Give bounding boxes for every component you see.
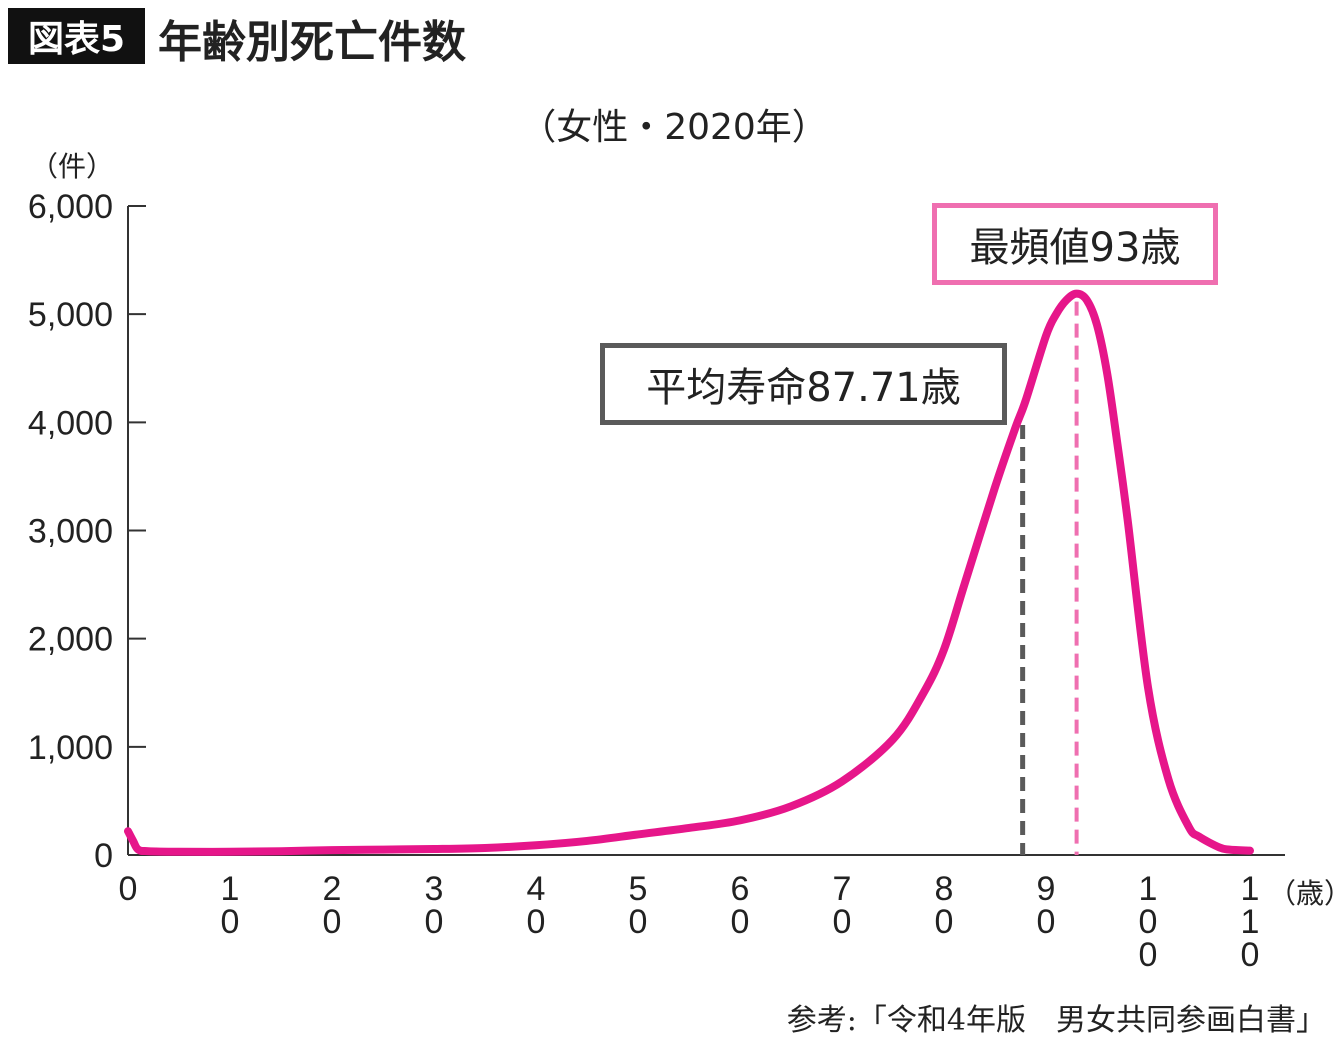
y-tick-label: 4,000 xyxy=(28,404,113,442)
x-axis-label: （歳） xyxy=(1268,877,1340,910)
chart-subtitle: （女性・2020年） xyxy=(520,107,828,148)
y-tick-label: 1,000 xyxy=(28,729,113,767)
source-note: 参考:「令和4年版 男女共同参画白書」 xyxy=(786,1003,1326,1038)
y-tick-label: 2,000 xyxy=(28,621,113,659)
y-tick-label: 6,000 xyxy=(28,188,113,226)
y-tick-label: 5,000 xyxy=(28,296,113,334)
mode-annotation: 最頻値93歳 xyxy=(932,203,1218,285)
mean-annotation: 平均寿命87.71歳 xyxy=(600,343,1007,425)
y-tick-label: 0 xyxy=(94,837,113,875)
death-count-line xyxy=(124,289,1254,856)
figure-badge: 図表5 xyxy=(8,8,145,64)
x-tick-label: 0 xyxy=(119,870,138,908)
chart-title: 年齢別死亡件数 xyxy=(158,17,466,68)
y-tick-label: 3,000 xyxy=(28,513,113,551)
y-axis-label: （件） xyxy=(30,150,115,183)
